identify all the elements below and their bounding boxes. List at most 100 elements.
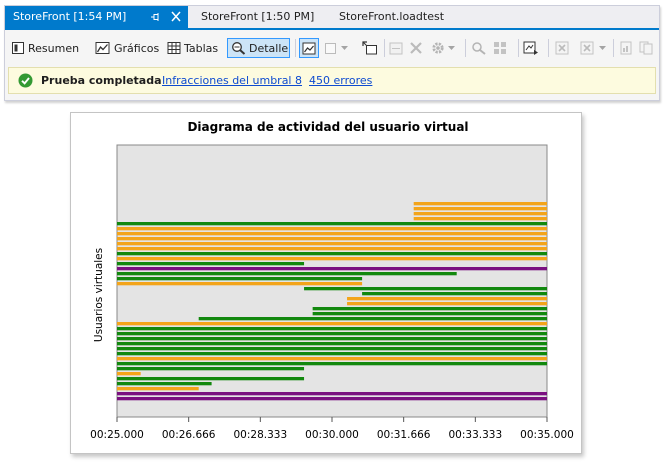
gear-icon <box>431 41 445 55</box>
activity-bar-passed <box>117 252 547 256</box>
zoom-button[interactable] <box>471 38 487 58</box>
activity-bar-passed <box>362 292 547 296</box>
activity-bar-passed <box>117 377 305 381</box>
delete-icon <box>409 41 423 55</box>
activity-bar-aborted <box>117 267 547 271</box>
activity-bar-failed <box>347 302 547 306</box>
tables-label: Tablas <box>184 41 219 55</box>
activity-bar-failed <box>117 247 547 251</box>
toolbar-separator <box>613 39 614 57</box>
x-tick-label: 00:26.666 <box>162 429 216 441</box>
export-icon <box>523 41 539 55</box>
activity-bar-passed <box>117 262 305 266</box>
toolbar-separator <box>295 39 296 57</box>
x-tick-label: 00:30.000 <box>305 429 359 441</box>
excel-icon <box>555 41 569 55</box>
excel-dropdown[interactable] <box>580 38 606 58</box>
activity-bar-passed <box>117 327 547 331</box>
activity-bar-passed <box>117 337 547 341</box>
tab-storefront-150[interactable]: StoreFront [1:50 PM] <box>193 6 327 28</box>
tab-label: StoreFront [1:50 PM] <box>201 10 315 23</box>
document-tab-bar: StoreFront [1:54 PM] StoreFront [1:50 PM… <box>5 6 659 30</box>
grid-icon <box>493 41 507 55</box>
export-button[interactable] <box>523 38 539 58</box>
chart-view-toggle[interactable] <box>299 38 319 58</box>
activity-bar-passed <box>117 347 547 351</box>
toolbar: Resumen Gráficos Tablas Detalle <box>5 36 659 60</box>
activity-bar-passed <box>117 367 305 371</box>
activity-bar-failed <box>413 202 547 206</box>
graphs-label: Gráficos <box>114 41 160 55</box>
dropdown-arrow-icon <box>448 45 455 51</box>
excel-button[interactable] <box>555 38 569 58</box>
image-icon <box>302 42 316 55</box>
bar-group <box>117 202 547 401</box>
activity-bar-failed <box>117 242 547 246</box>
x-tick-label: 00:25.000 <box>90 429 144 441</box>
compare-button[interactable] <box>639 38 653 58</box>
add-counter-button[interactable] <box>389 38 403 58</box>
zoom-icon <box>471 41 487 55</box>
activity-bar-passed <box>117 222 547 226</box>
counter-icon <box>389 42 403 55</box>
square-icon <box>325 42 336 54</box>
report-button[interactable] <box>619 38 633 58</box>
virtual-user-activity-chart-panel: Diagrama de actividad del usuario virtua… <box>70 112 582 454</box>
checkmark-icon <box>18 73 33 91</box>
tab-storefront-154[interactable]: StoreFront [1:54 PM] <box>5 6 188 28</box>
activity-bar-passed <box>198 317 547 321</box>
excel-icon <box>580 41 594 55</box>
toolbar-separator <box>548 39 549 57</box>
activity-bar-aborted <box>117 397 547 401</box>
move-window-button[interactable] <box>362 38 378 58</box>
tables-button[interactable]: Tablas <box>167 38 218 58</box>
errors-link[interactable]: 450 errores <box>309 74 373 87</box>
settings-dropdown[interactable] <box>431 38 455 58</box>
activity-bar-failed <box>413 207 547 211</box>
detail-icon <box>231 41 246 55</box>
toolbar-separator <box>465 39 466 57</box>
dropdown-arrow-icon <box>599 45 606 51</box>
pin-icon[interactable] <box>150 6 160 28</box>
close-icon[interactable] <box>171 6 181 28</box>
detail-label: Detalle <box>249 41 289 55</box>
tab-label: StoreFront.loadtest <box>339 10 445 23</box>
activity-bar-failed <box>117 257 547 261</box>
activity-bar-failed <box>117 227 547 231</box>
activity-bar-failed <box>117 357 547 361</box>
tab-storefront-loadtest[interactable]: StoreFront.loadtest <box>331 6 461 28</box>
tab-label: StoreFront [1:54 PM] <box>13 10 127 23</box>
activity-bar-aborted <box>117 392 547 396</box>
activity-bar-passed <box>312 307 547 311</box>
x-axis: 00:25.000 00:26.666 00:28.333 00:30.000 00:3… <box>90 417 574 441</box>
x-tick-label: 00:31.666 <box>377 429 431 441</box>
plot-area <box>116 144 548 418</box>
window-arrow-icon <box>362 41 378 55</box>
activity-bar-passed <box>117 277 363 281</box>
activity-bar-passed <box>312 312 547 316</box>
activity-bar-passed <box>117 272 457 276</box>
activity-bar-failed <box>413 217 547 221</box>
activity-bar-passed <box>117 352 547 356</box>
summary-icon <box>11 41 25 55</box>
toolbar-separator <box>518 39 519 57</box>
toolbar-separator <box>384 39 385 57</box>
grid-layout-button[interactable] <box>493 38 507 58</box>
threshold-violations-link[interactable]: Infracciones del umbral 8 <box>162 74 302 87</box>
activity-bar-failed <box>117 372 141 376</box>
delete-button[interactable] <box>409 38 423 58</box>
summary-button[interactable]: Resumen <box>11 38 79 58</box>
status-infobar: Prueba completada Infracciones del umbra… <box>8 67 656 94</box>
graphs-button[interactable]: Gráficos <box>95 38 159 58</box>
activity-bar-passed <box>117 362 547 366</box>
activity-bar-failed <box>347 297 547 301</box>
x-tick-label: 00:28.333 <box>234 429 288 441</box>
chart-title: Diagrama de actividad del usuario virtua… <box>187 120 468 134</box>
activity-bar-failed <box>117 322 547 326</box>
activity-bar-failed <box>117 237 547 241</box>
detail-button[interactable]: Detalle <box>227 38 290 58</box>
legend-dropdown[interactable] <box>325 38 348 58</box>
activity-bar-passed <box>117 382 212 386</box>
dropdown-arrow-icon <box>341 45 348 51</box>
activity-bar-passed <box>117 332 547 336</box>
